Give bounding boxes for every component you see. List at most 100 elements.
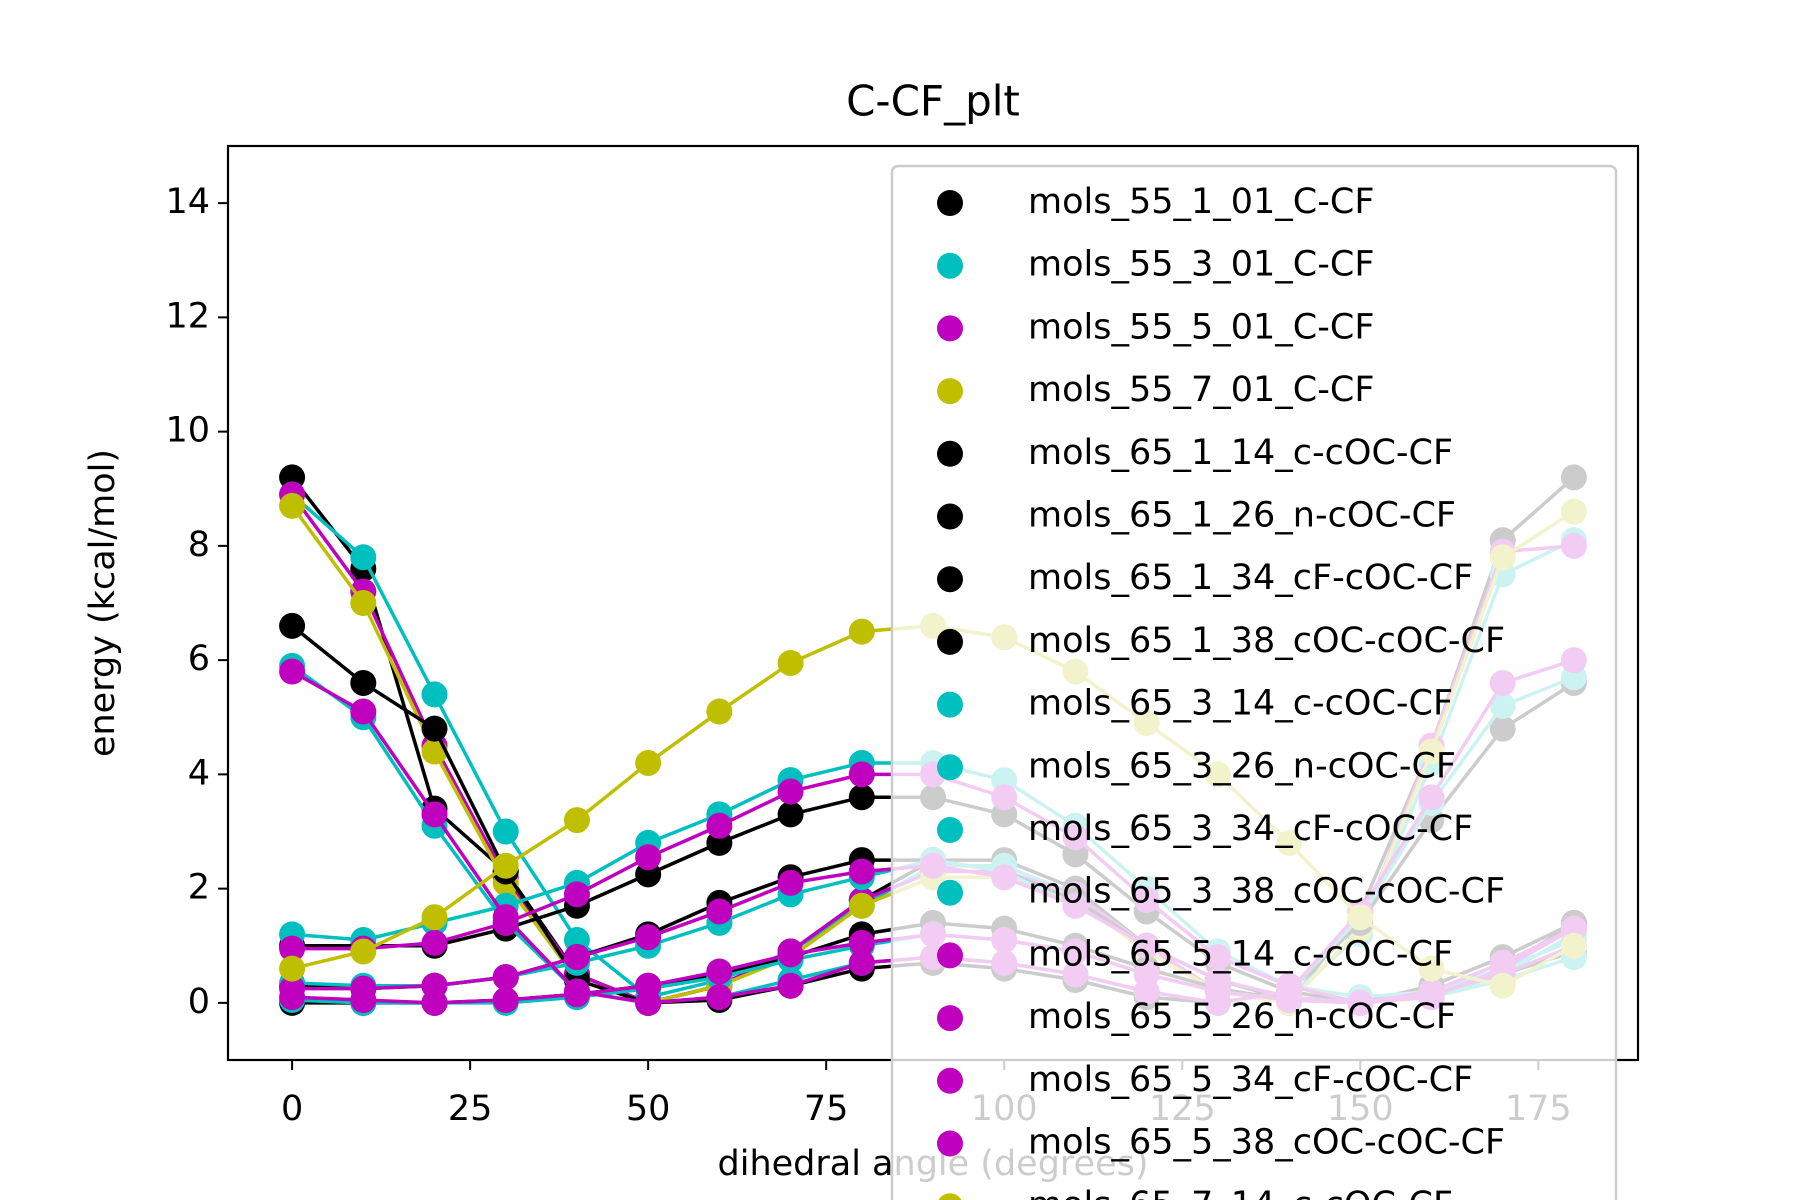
data-point: [563, 807, 590, 834]
x-tick-label: 0: [281, 1089, 303, 1129]
y-tick-label: 14: [165, 182, 210, 222]
y-tick-label: 10: [165, 411, 210, 451]
data-point: [777, 778, 804, 805]
data-point: [492, 909, 519, 936]
legend-marker: [937, 503, 963, 530]
data-point: [279, 658, 306, 685]
data-point: [848, 892, 875, 919]
data-point: [279, 612, 306, 639]
legend-marker: [937, 252, 963, 279]
data-point: [848, 858, 875, 885]
data-point: [848, 949, 875, 976]
data-point: [848, 761, 875, 788]
data-point: [350, 544, 377, 571]
data-point: [706, 812, 733, 839]
data-point: [635, 749, 662, 776]
data-point: [350, 987, 377, 1014]
legend-label: mols_65_5_14_c-cOC-CF: [1028, 934, 1453, 974]
data-point: [635, 844, 662, 871]
data-point: [777, 972, 804, 999]
legend-marker: [937, 190, 963, 216]
legend-label: mols_55_1_01_C-CF: [1028, 182, 1374, 222]
y-tick-label: 12: [165, 296, 210, 336]
legend-label: mols_55_7_01_C-CF: [1028, 370, 1374, 410]
data-point: [421, 738, 448, 765]
legend-label: mols_65_5_34_cF-cOC-CF: [1028, 1060, 1473, 1100]
legend-label: mols_65_3_14_c-cOC-CF: [1028, 684, 1453, 724]
data-point: [421, 715, 448, 742]
data-point: [492, 818, 519, 845]
x-tick-label: 50: [626, 1089, 671, 1129]
legend-marker: [937, 315, 963, 342]
data-point: [848, 929, 875, 956]
y-tick-label: 6: [188, 639, 210, 679]
legend-label: mols_65_5_38_cOC-cOC-CF: [1028, 1123, 1505, 1163]
data-point: [706, 698, 733, 725]
chart-title: C-CF_plt: [846, 77, 1020, 126]
data-point: [492, 964, 519, 991]
data-point: [848, 784, 875, 811]
data-point: [421, 801, 448, 828]
legend-marker: [937, 1067, 963, 1094]
legend-label: mols_65_7_14_c-cOC-CF: [1028, 1185, 1453, 1200]
legend-label: mols_55_3_01_C-CF: [1028, 245, 1374, 285]
legend-label: mols_65_3_26_n-cOC-CF: [1028, 746, 1456, 786]
legend-marker: [937, 754, 963, 781]
data-point: [777, 869, 804, 896]
y-tick-label: 4: [188, 753, 210, 793]
legend-label: mols_65_1_26_n-cOC-CF: [1028, 496, 1456, 536]
data-point: [279, 955, 306, 982]
legend-label: mols_65_1_14_c-cOC-CF: [1028, 433, 1453, 473]
data-point: [421, 929, 448, 956]
data-point: [777, 649, 804, 676]
data-point: [421, 904, 448, 931]
data-point: [279, 935, 306, 962]
data-point: [279, 492, 306, 519]
legend-marker: [937, 1130, 963, 1157]
legend-marker: [937, 440, 963, 467]
data-point: [492, 852, 519, 879]
y-tick-label: 8: [188, 525, 210, 565]
y-tick-label: 0: [188, 982, 210, 1022]
data-point: [706, 984, 733, 1011]
legend: mols_55_1_01_C-CF mols_55_3_01_C-CF mols_5…: [890, 164, 1618, 1200]
data-point: [635, 924, 662, 951]
legend-marker: [937, 817, 963, 843]
data-point: [777, 801, 804, 828]
data-point: [421, 989, 448, 1016]
data-point: [635, 972, 662, 999]
data-point: [848, 618, 875, 645]
data-point: [350, 669, 377, 696]
legend-label: mols_65_3_34_cF-cOC-CF: [1028, 809, 1473, 849]
legend-label: mols_65_3_38_cOC-cOC-CF: [1028, 872, 1505, 912]
data-point: [421, 681, 448, 708]
data-point: [492, 987, 519, 1014]
legend-marker: [937, 942, 963, 969]
legend-marker: [937, 628, 963, 655]
y-tick-label: 2: [188, 868, 210, 908]
legend-label: mols_55_5_01_C-CF: [1028, 307, 1374, 347]
data-point: [350, 938, 377, 965]
data-point: [279, 984, 306, 1011]
legend-marker: [937, 691, 963, 718]
legend-box: [890, 164, 1618, 1200]
data-point: [350, 698, 377, 725]
data-point: [563, 944, 590, 971]
data-point: [706, 958, 733, 985]
legend-label: mols_65_5_26_n-cOC-CF: [1028, 997, 1456, 1037]
legend-label: mols_65_1_34_cF-cOC-CF: [1028, 558, 1473, 598]
legend-label: mols_65_1_38_cOC-cOC-CF: [1028, 621, 1505, 661]
legend-marker: [937, 879, 963, 906]
data-point: [706, 898, 733, 925]
legend-marker: [938, 1193, 962, 1200]
legend-marker: [937, 566, 963, 593]
data-point: [350, 590, 377, 616]
data-point: [777, 941, 804, 968]
legend-marker: [937, 378, 963, 405]
x-tick-label: 25: [448, 1089, 493, 1129]
y-axis-label: energy (kcal/mol): [83, 449, 123, 757]
x-tick-label: 75: [804, 1089, 849, 1129]
data-point: [563, 881, 590, 908]
